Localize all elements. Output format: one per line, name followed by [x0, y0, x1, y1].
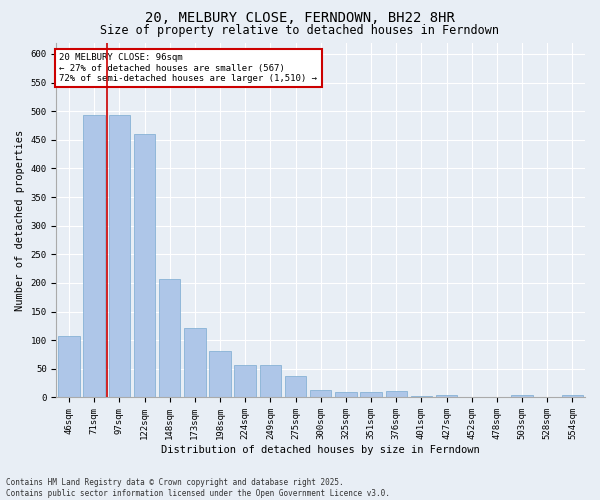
Text: 20 MELBURY CLOSE: 96sqm
← 27% of detached houses are smaller (567)
72% of semi-d: 20 MELBURY CLOSE: 96sqm ← 27% of detache…: [59, 53, 317, 83]
X-axis label: Distribution of detached houses by size in Ferndown: Distribution of detached houses by size …: [161, 445, 480, 455]
Bar: [436, 394, 457, 398]
Bar: [235, 365, 256, 398]
Text: Contains HM Land Registry data © Crown copyright and database right 2025.
Contai: Contains HM Land Registry data © Crown c…: [6, 478, 390, 498]
Bar: [260, 365, 281, 398]
Text: 20, MELBURY CLOSE, FERNDOWN, BH22 8HR: 20, MELBURY CLOSE, FERNDOWN, BH22 8HR: [145, 11, 455, 25]
Bar: [209, 350, 231, 398]
Bar: [109, 115, 130, 398]
Bar: [361, 392, 382, 398]
Bar: [335, 392, 356, 398]
Bar: [184, 328, 206, 398]
Bar: [310, 390, 331, 398]
Bar: [58, 336, 80, 398]
Bar: [562, 394, 583, 398]
Y-axis label: Number of detached properties: Number of detached properties: [15, 130, 25, 310]
Bar: [511, 394, 533, 398]
Bar: [285, 376, 306, 398]
Bar: [159, 279, 181, 398]
Text: Size of property relative to detached houses in Ferndown: Size of property relative to detached ho…: [101, 24, 499, 37]
Bar: [134, 134, 155, 398]
Bar: [386, 391, 407, 398]
Bar: [410, 396, 432, 398]
Bar: [83, 115, 105, 398]
